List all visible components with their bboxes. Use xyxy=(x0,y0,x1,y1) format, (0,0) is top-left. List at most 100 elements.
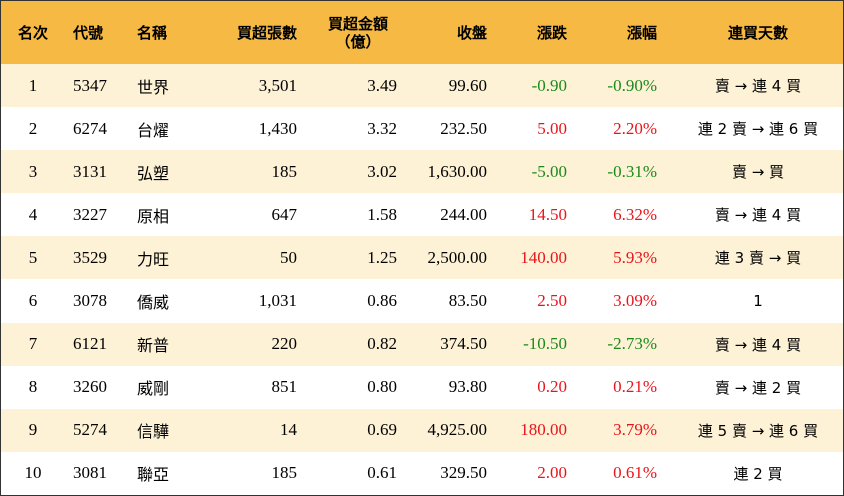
code-cell: 3260 xyxy=(73,377,107,397)
code-cell: 3529 xyxy=(73,247,107,267)
pct-cell: -2.73% xyxy=(607,334,657,354)
rank-cell: 2 xyxy=(28,118,38,138)
table-row: 7 6121 新普 220 0.82 374.50 -10.50 -2.73% 賣 → 連 4 … xyxy=(1,322,843,366)
pct-cell: -0.90% xyxy=(607,75,657,95)
change-cell: 140.00 xyxy=(520,247,567,267)
close-cell: 83.50 xyxy=(448,291,487,311)
streak-cell: 賣 → 連 4 買 xyxy=(714,335,802,354)
change-cell: -5.00 xyxy=(531,161,567,181)
streak-cell: 連 2 賣 → 連 6 買 xyxy=(697,120,819,139)
volume-cell: 1,430 xyxy=(258,118,297,138)
volume-cell: 1,031 xyxy=(258,291,297,311)
volume-cell: 185 xyxy=(271,463,298,483)
code-cell: 6274 xyxy=(73,118,107,138)
rank-cell: 3 xyxy=(28,161,38,181)
header-change: 漲跌 xyxy=(536,23,567,42)
rank-cell: 7 xyxy=(28,334,38,354)
amount-cell: 3.02 xyxy=(367,161,397,181)
name-cell: 世界 xyxy=(137,77,170,97)
amount-cell: 0.61 xyxy=(367,463,397,483)
header-name: 名稱 xyxy=(137,23,168,42)
code-cell: 6121 xyxy=(73,334,107,354)
header-streak: 連買天數 xyxy=(727,23,788,42)
change-cell: 0.20 xyxy=(537,377,567,397)
pct-cell: 6.32% xyxy=(613,204,657,224)
table-body: 1 5347 世界 3,501 3.49 99.60 -0.90 -0.90% 賣 → 連 4 … xyxy=(1,64,843,495)
streak-cell: 賣 → 買 xyxy=(731,163,785,182)
table-row: 2 6274 台燿 1,430 3.32 232.50 5.00 2.20% 連 2 賣 → 連… xyxy=(1,107,843,151)
volume-cell: 647 xyxy=(271,204,298,224)
close-cell: 1,630.00 xyxy=(427,161,488,181)
code-cell: 3078 xyxy=(73,291,107,311)
header-amount-line1: 買超金額 xyxy=(327,14,388,33)
rank-cell: 10 xyxy=(24,463,42,483)
header-pct: 漲幅 xyxy=(626,23,657,42)
volume-cell: 50 xyxy=(280,247,297,267)
rank-cell: 4 xyxy=(28,204,38,224)
table-row: 3 3131 弘塑 185 3.02 1,630.00 -5.00 -0.31% 賣 → 買 xyxy=(1,150,843,194)
amount-cell: 3.32 xyxy=(367,118,397,138)
code-cell: 5347 xyxy=(73,75,107,95)
volume-cell: 3,501 xyxy=(258,75,297,95)
close-cell: 329.50 xyxy=(440,463,487,483)
name-cell: 信驊 xyxy=(137,422,170,442)
pct-cell: 3.09% xyxy=(613,291,657,311)
streak-cell: 賣 → 連 4 買 xyxy=(714,206,802,225)
pct-cell: -0.31% xyxy=(607,161,657,181)
table-row: 6 3078 僑威 1,031 0.86 83.50 2.50 3.09% 1 xyxy=(1,279,843,323)
pct-cell: 0.61% xyxy=(613,463,657,483)
header-rank: 名次 xyxy=(17,23,48,42)
amount-cell: 0.69 xyxy=(367,420,397,440)
pct-cell: 3.79% xyxy=(613,420,657,440)
close-cell: 2,500.00 xyxy=(427,247,488,267)
code-cell: 3227 xyxy=(73,204,107,224)
amount-cell: 1.25 xyxy=(367,247,397,267)
rank-cell: 8 xyxy=(28,377,38,397)
header-row: 名次 代號 名稱 買超張數 買超金額 （億） 收盤 漲跌 漲幅 連買天數 xyxy=(1,1,843,64)
amount-cell: 0.86 xyxy=(367,291,397,311)
close-cell: 99.60 xyxy=(448,75,487,95)
rank-cell: 5 xyxy=(28,247,38,267)
change-cell: 180.00 xyxy=(520,420,567,440)
amount-cell: 0.80 xyxy=(367,377,397,397)
amount-cell: 3.49 xyxy=(367,75,397,95)
table-row: 10 3081 聯亞 185 0.61 329.50 2.00 0.61% 連 2 買 xyxy=(1,451,843,495)
pct-cell: 0.21% xyxy=(613,377,657,397)
amount-cell: 0.82 xyxy=(367,334,397,354)
header-amount: 買超金額 （億） xyxy=(301,1,401,64)
rank-cell: 9 xyxy=(28,420,38,440)
volume-cell: 220 xyxy=(271,334,298,354)
header-code: 代號 xyxy=(73,23,104,42)
change-cell: -10.50 xyxy=(523,334,567,354)
close-cell: 232.50 xyxy=(440,118,487,138)
rank-cell: 6 xyxy=(28,291,38,311)
volume-cell: 185 xyxy=(271,161,298,181)
table-row: 1 5347 世界 3,501 3.49 99.60 -0.90 -0.90% 賣 → 連 4 … xyxy=(1,64,843,108)
streak-cell: 賣 → 連 2 買 xyxy=(714,378,802,397)
table-row: 8 3260 威剛 851 0.80 93.80 0.20 0.21% 賣 → 連 2 買 xyxy=(1,365,843,409)
name-cell: 威剛 xyxy=(137,379,170,399)
streak-cell: 1 xyxy=(753,292,763,311)
close-cell: 244.00 xyxy=(440,204,487,224)
name-cell: 力旺 xyxy=(137,249,170,269)
change-cell: 5.00 xyxy=(537,118,567,138)
code-cell: 3131 xyxy=(73,161,107,181)
streak-cell: 連 2 買 xyxy=(733,464,783,483)
name-cell: 聯亞 xyxy=(137,465,170,485)
close-cell: 374.50 xyxy=(440,334,487,354)
name-cell: 原相 xyxy=(137,206,170,226)
name-cell: 台燿 xyxy=(137,120,170,140)
amount-cell: 1.58 xyxy=(367,204,397,224)
header-amount-line2: （億） xyxy=(335,32,381,51)
code-cell: 3081 xyxy=(73,463,107,483)
rank-cell: 1 xyxy=(28,75,38,95)
code-cell: 5274 xyxy=(73,420,107,440)
pct-cell: 2.20% xyxy=(613,118,657,138)
streak-cell: 賣 → 連 4 買 xyxy=(714,77,802,96)
name-cell: 新普 xyxy=(137,336,170,356)
name-cell: 弘塑 xyxy=(137,163,170,183)
table-row: 4 3227 原相 647 1.58 244.00 14.50 6.32% 賣 → 連 4 買 xyxy=(1,193,843,237)
change-cell: 2.00 xyxy=(537,463,567,483)
